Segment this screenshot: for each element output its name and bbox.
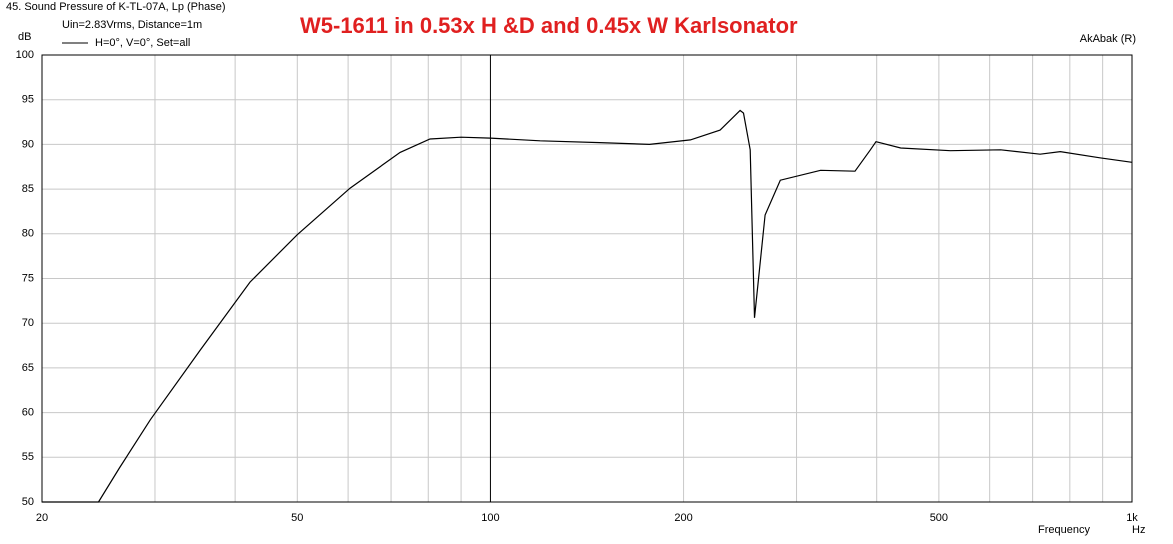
y-unit: dB [18, 31, 31, 43]
chart-title: W5-1611 in 0.53x H &D and 0.45x W Karlso… [300, 13, 798, 38]
plot-frame [41, 54, 1133, 503]
x-axis-label: Frequency [1038, 524, 1090, 536]
y-tick-label: 70 [22, 317, 34, 329]
x-tick-label: 20 [36, 512, 48, 524]
y-tick-label: 100 [16, 49, 34, 61]
y-tick-label: 90 [22, 138, 34, 150]
chart-header: 45. Sound Pressure of K-TL-07A, Lp (Phas… [6, 1, 226, 13]
x-tick-label: 500 [930, 512, 948, 524]
y-tick-label: 65 [22, 362, 34, 374]
legend-label: H=0°, V=0°, Set=all [95, 37, 190, 49]
x-tick-label: 200 [674, 512, 692, 524]
x-tick-label: 50 [291, 512, 303, 524]
source-label: AkAbak (R) [1080, 33, 1136, 45]
y-tick-label: 55 [22, 451, 34, 463]
x-unit: Hz [1132, 524, 1145, 536]
y-tick-label: 50 [22, 496, 34, 508]
series-line [42, 109, 1133, 503]
x-tick-label: 1k [1126, 512, 1138, 524]
x-tick-label: 100 [481, 512, 499, 524]
y-tick-label: 85 [22, 183, 34, 195]
y-tick-label: 95 [22, 94, 34, 106]
y-tick-label: 80 [22, 228, 34, 240]
y-tick-label: 60 [22, 407, 34, 419]
chart-subtitle: Uin=2.83Vrms, Distance=1m [62, 19, 202, 31]
y-tick-label: 75 [22, 272, 34, 284]
